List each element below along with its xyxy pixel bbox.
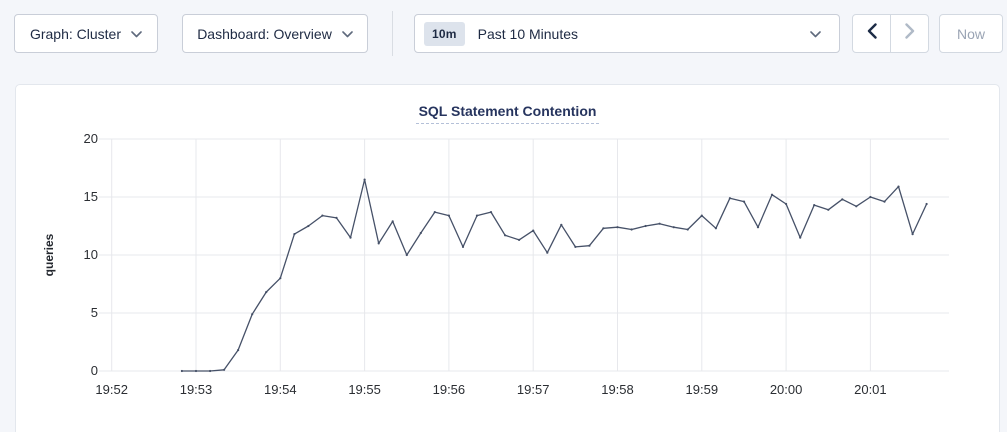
data-point	[560, 223, 563, 226]
data-point	[180, 369, 183, 373]
data-point	[602, 227, 605, 230]
chevron-down-icon	[342, 31, 353, 38]
y-axis-title: queries	[42, 233, 56, 277]
data-point	[447, 214, 450, 217]
chart-title[interactable]: SQL Statement Contention	[415, 103, 600, 124]
line-chart-canvas[interactable]	[16, 85, 1001, 415]
data-point	[349, 236, 352, 239]
data-point	[391, 220, 394, 223]
data-point	[588, 244, 591, 247]
data-point	[475, 214, 479, 217]
next-time-window-button[interactable]	[890, 15, 928, 52]
chart-card: SQL Statement Contention 0 5 10 15 20 19:52 19…	[15, 84, 1000, 432]
data-point	[616, 226, 619, 229]
data-point	[672, 226, 675, 229]
data-point	[756, 226, 760, 229]
chevron-down-icon	[810, 31, 821, 38]
dashboard-dropdown-label: Dashboard: Overview	[197, 25, 332, 42]
data-point	[827, 208, 830, 211]
graph-dropdown-label: Graph: Cluster	[29, 25, 122, 42]
x-axis-tick-label: 19:54	[264, 382, 297, 397]
data-point	[855, 205, 858, 208]
data-point	[251, 313, 254, 316]
x-axis-tick-label: 19:52	[95, 382, 128, 397]
now-button-label: Now	[956, 25, 985, 42]
data-point	[714, 227, 718, 230]
data-point	[925, 202, 928, 206]
data-point	[630, 228, 633, 231]
data-point	[194, 369, 198, 373]
data-point	[911, 233, 914, 236]
x-axis-tick-label: 19:53	[179, 382, 213, 397]
data-point	[883, 200, 886, 203]
data-point	[237, 349, 240, 352]
data-point	[658, 222, 661, 225]
data-point	[518, 238, 521, 241]
y-axis-tick-label: 10	[83, 247, 98, 262]
data-point	[841, 198, 844, 201]
data-point	[489, 211, 493, 214]
x-axis-tick-label: 19:59	[685, 382, 719, 397]
x-axis-tick-label: 19:57	[516, 382, 550, 397]
data-point	[532, 229, 535, 232]
data-point	[377, 242, 380, 245]
data-point	[279, 277, 282, 280]
data-point	[433, 211, 436, 214]
data-point	[897, 185, 900, 188]
now-button[interactable]: Now	[939, 14, 1003, 53]
data-point	[223, 368, 226, 371]
data-point	[686, 228, 689, 231]
toolbar-divider	[392, 11, 393, 56]
data-point	[335, 216, 338, 219]
dashboard-dropdown[interactable]: Dashboard: Overview	[182, 14, 368, 53]
x-axis-tick-label: 20:01	[854, 382, 887, 397]
graph-dropdown[interactable]: Graph: Cluster	[14, 14, 158, 53]
x-axis-tick-label: 19:58	[601, 382, 634, 397]
data-point	[546, 251, 549, 254]
data-point	[405, 253, 408, 257]
data-point	[363, 178, 366, 181]
x-axis-tick-label: 20:00	[769, 382, 803, 397]
data-point	[770, 193, 774, 196]
x-axis-tick-label: 19:55	[348, 382, 381, 397]
previous-time-window-button[interactable]	[853, 15, 890, 52]
data-point	[293, 233, 296, 236]
time-range-label: Past 10 Minutes	[477, 25, 579, 42]
chevron-right-icon	[904, 23, 915, 44]
data-point	[209, 369, 212, 373]
y-axis-tick-label: 0	[90, 363, 98, 378]
y-axis-tick-label: 15	[83, 189, 98, 204]
data-point	[504, 234, 507, 237]
y-axis-tick-label: 20	[83, 131, 98, 146]
x-axis-tick-label: 19:56	[432, 382, 466, 397]
data-point	[265, 291, 268, 294]
data-point	[321, 214, 324, 217]
series-line	[181, 178, 928, 372]
data-point	[307, 224, 310, 228]
data-point	[644, 224, 647, 228]
data-point	[461, 245, 465, 248]
chevron-left-icon	[867, 23, 877, 44]
data-point	[869, 195, 872, 199]
y-axis-tick-label: 5	[90, 305, 98, 320]
time-range-dropdown[interactable]: 10m Past 10 Minutes	[414, 14, 840, 53]
data-point	[700, 214, 703, 217]
data-point	[419, 231, 422, 235]
time-window-arrows	[852, 14, 929, 53]
time-range-badge: 10m	[424, 21, 465, 46]
data-point	[785, 202, 788, 206]
data-point	[742, 200, 746, 203]
data-point	[728, 197, 732, 200]
data-point	[574, 245, 577, 248]
data-point	[799, 236, 802, 239]
chevron-down-icon	[131, 31, 142, 38]
data-point	[813, 204, 816, 207]
